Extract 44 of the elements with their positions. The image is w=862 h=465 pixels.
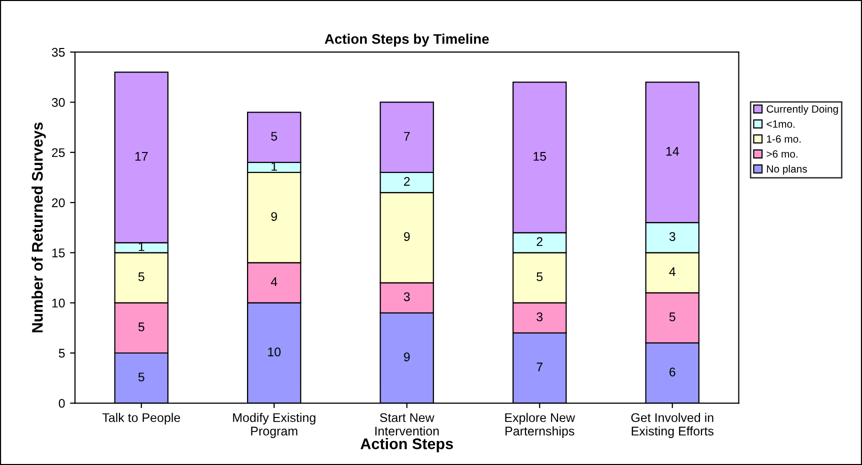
data-label: 4: [669, 267, 676, 276]
x-axis-title: Action Steps: [360, 438, 453, 452]
y-tick-label: 15: [52, 248, 65, 258]
y-tick-label: 25: [52, 148, 65, 158]
data-label: 4: [270, 277, 278, 286]
x-tick-label: Modify Existing Program: [233, 412, 316, 438]
legend-label: 1-6 mo.: [767, 135, 801, 143]
data-label: 5: [271, 132, 278, 141]
data-label: 15: [534, 152, 546, 161]
data-label: 14: [666, 147, 679, 156]
legend-label: No plans: [767, 164, 807, 175]
data-label: 5: [669, 312, 676, 322]
data-label: 5: [138, 272, 144, 282]
data-label: 5: [138, 322, 144, 332]
data-label: 9: [271, 212, 277, 221]
y-tick-label: 10: [52, 298, 65, 308]
y-tick-label: 30: [52, 98, 65, 107]
chart-title: Action Steps by Timeline: [324, 34, 489, 47]
data-label: 7: [404, 132, 410, 141]
data-label: 3: [536, 312, 543, 322]
y-tick-label: 5: [58, 348, 65, 358]
y-tick-label: 20: [52, 198, 65, 208]
data-label: 7: [536, 362, 542, 372]
x-tick-label: Explore New Parternships: [505, 412, 576, 438]
data-label: 5: [536, 272, 543, 282]
legend-label: <1mo.: [766, 120, 794, 128]
data-label: 3: [669, 232, 676, 242]
x-tick-label: Talk to People: [102, 412, 180, 425]
data-label: 2: [404, 176, 410, 186]
data-label: 17: [135, 152, 148, 161]
y-tick-label: 0: [58, 398, 65, 408]
legend-label: Currently Doing: [766, 105, 838, 115]
legend-label: >6 mo.: [766, 150, 798, 158]
data-label: 9: [404, 232, 410, 242]
data-label: 6: [670, 368, 676, 376]
x-tick-label: Start New Intervention: [375, 413, 439, 436]
data-label: 5: [138, 372, 144, 382]
data-label: 10: [268, 348, 281, 356]
data-label: 2: [536, 237, 542, 246]
data-label: 9: [404, 352, 410, 362]
y-tick-label: 35: [52, 48, 65, 57]
x-tick-label: Get Involved in Existing Efforts: [631, 412, 714, 438]
y-axis-title: Number of Returned Surveys: [32, 122, 46, 332]
data-label: 3: [404, 292, 410, 302]
